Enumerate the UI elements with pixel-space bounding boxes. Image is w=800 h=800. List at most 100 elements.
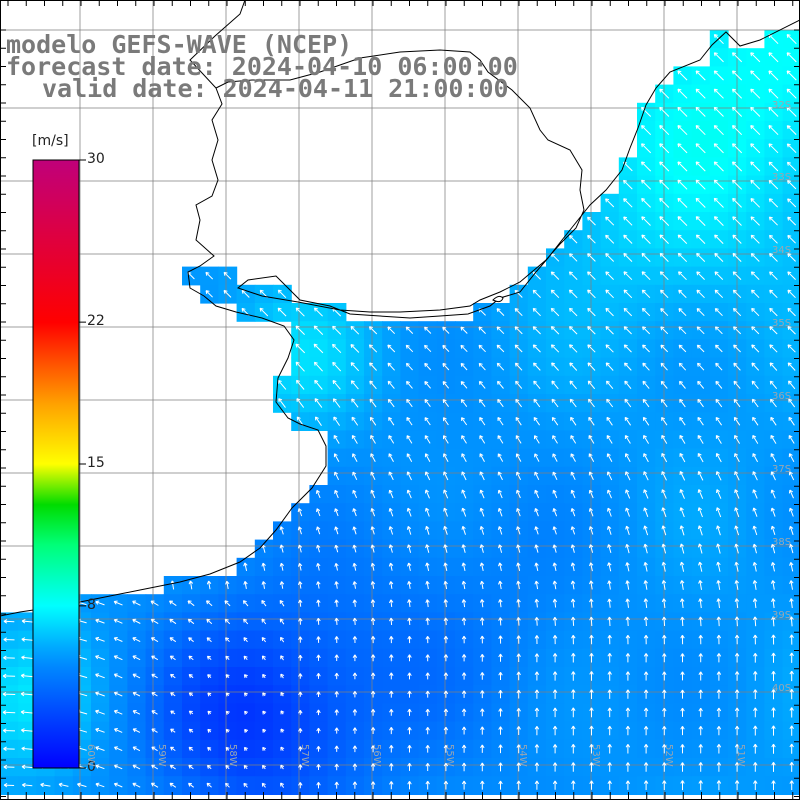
wind-arrow [787, 271, 796, 280]
wind-arrow [552, 471, 558, 481]
wind-arrow [332, 325, 342, 335]
wind-arrow [714, 234, 724, 244]
wind-arrow [533, 380, 541, 390]
wind-arrow [588, 507, 594, 517]
wind-arrow [334, 599, 339, 607]
wind-arrow [277, 379, 287, 390]
wind-arrow [698, 580, 703, 590]
wind-arrow [497, 471, 503, 481]
wind-arrow [551, 362, 559, 371]
wind-arrow [425, 562, 430, 572]
wind-arrow [443, 599, 448, 608]
wind-arrow [753, 689, 758, 699]
wind-arrow [534, 508, 539, 517]
wind-arrow [733, 326, 742, 335]
wind-arrow [716, 671, 722, 681]
wind-arrow [225, 764, 230, 770]
wind-arrow [388, 471, 394, 481]
wind-arrow [713, 143, 724, 154]
wind-arrow [188, 637, 194, 643]
wind-arrow [2, 691, 16, 697]
wind-arrow [569, 307, 578, 317]
wind-arrow [661, 561, 667, 572]
wind-arrow [716, 580, 721, 590]
wind-arrow [789, 507, 794, 517]
wind-arrow [587, 271, 596, 280]
wind-arrow [752, 525, 758, 536]
wind-arrow [570, 453, 576, 462]
wind-arrow [625, 525, 630, 536]
wind-arrow [552, 780, 558, 790]
wind-arrow [605, 344, 614, 353]
wind-arrow [316, 691, 321, 697]
wind-arrow [498, 671, 503, 680]
wind-arrow [516, 562, 521, 572]
wind-arrow [789, 743, 794, 754]
wind-arrow [680, 653, 685, 663]
wind-arrow [677, 88, 688, 99]
wind-arrow [696, 252, 706, 262]
wind-arrow [678, 289, 687, 299]
wind-arrow [261, 600, 267, 607]
wind-arrow [425, 708, 430, 716]
wind-arrow [715, 452, 722, 463]
wind-arrow [787, 253, 796, 262]
wind-arrow [769, 234, 778, 244]
wind-arrow [570, 416, 577, 426]
wind-arrow [623, 234, 633, 244]
wind-arrow [316, 763, 321, 770]
wind-arrow [497, 526, 503, 535]
wind-arrow [443, 544, 448, 553]
wind-arrow [406, 471, 412, 481]
wind-arrow [479, 417, 486, 426]
wind-arrow [280, 655, 285, 661]
wind-arrow [425, 525, 430, 535]
wind-arrow [389, 708, 394, 716]
wind-arrow [733, 398, 741, 408]
longitude-label: 53W [590, 744, 601, 767]
wind-arrow [405, 326, 414, 334]
wind-arrow [334, 654, 339, 661]
wind-arrow [389, 672, 394, 680]
wind-arrow [314, 398, 323, 408]
wind-arrow [516, 471, 522, 481]
title-valid-date: valid date: 2024-04-11 21:00:00 [42, 74, 509, 103]
wind-arrow [113, 655, 123, 661]
wind-arrow [753, 725, 758, 736]
wind-arrow [443, 780, 449, 790]
wind-arrow [734, 580, 739, 590]
wind-arrow [606, 380, 614, 390]
wind-arrow [316, 544, 321, 553]
wind-arrow [734, 616, 740, 627]
wind-arrow [750, 70, 761, 81]
wind-arrow [734, 671, 740, 681]
wind-arrow [587, 326, 596, 335]
wind-arrow [514, 308, 523, 317]
wind-arrow [661, 452, 668, 463]
wind-arrow [443, 762, 449, 772]
wind-arrow [789, 598, 794, 609]
wind-arrow [680, 762, 685, 772]
wind-arrow [770, 543, 776, 554]
latitude-label: 39S [772, 610, 792, 621]
wind-arrow [643, 434, 650, 444]
wind-arrow [715, 398, 723, 408]
wind-arrow [223, 289, 232, 298]
wind-arrow [768, 88, 779, 99]
wind-arrow [659, 88, 670, 99]
wind-arrow [332, 398, 341, 408]
wind-arrow [187, 618, 195, 625]
wind-arrow [771, 670, 776, 681]
wind-arrow [534, 744, 540, 754]
wind-arrow [623, 216, 633, 226]
wind-arrow [407, 544, 412, 553]
wind-arrow [3, 619, 15, 624]
wind-arrow [225, 746, 230, 752]
wind-arrow [732, 125, 743, 136]
wind-arrow [551, 416, 559, 426]
wind-arrow [753, 671, 758, 681]
wind-arrow [516, 689, 521, 699]
latitude-label: 34S [772, 245, 792, 256]
wind-arrow [279, 544, 284, 553]
